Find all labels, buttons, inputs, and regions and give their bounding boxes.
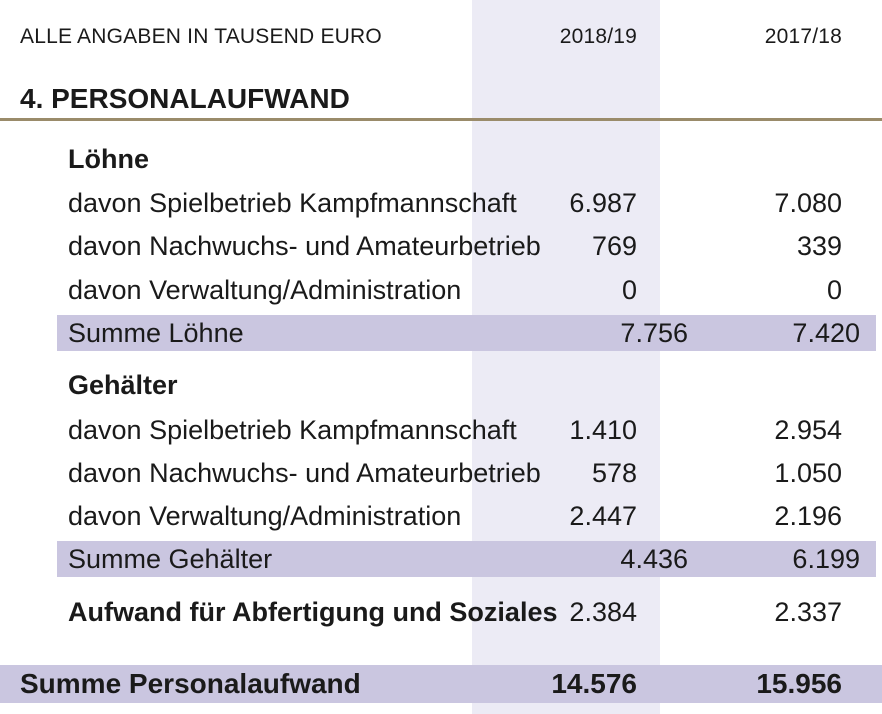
sum-row-gehaelter: Summe Gehälter 4.436 6.199	[57, 541, 876, 577]
sum-value-2018-19: 7.756	[620, 317, 688, 348]
row-label: davon Spielbetrieb Kampfmannschaft	[68, 414, 517, 445]
value-2018-19: 2.384	[569, 596, 637, 627]
table-row: davon Spielbetrieb Kampfmannschaft 1.410…	[0, 410, 882, 450]
value-2017-18: 2.337	[774, 596, 842, 627]
row-label: davon Verwaltung/Administration	[68, 500, 462, 531]
value-2018-19: 0	[621, 274, 637, 305]
row-label: davon Nachwuchs- und Amateurbetrieb	[68, 230, 541, 261]
group-heading: Löhne	[68, 143, 149, 174]
value-2018-19: 2.447	[569, 500, 637, 531]
aufwand-label: Aufwand für Abfertigung und Soziales	[68, 596, 558, 627]
section-title-row: 4. PERSONALAUFWAND	[0, 80, 882, 118]
value-2017-18: 339	[796, 230, 842, 261]
group-heading-loehne: Löhne	[0, 140, 882, 178]
value-2018-19: 6.987	[569, 187, 637, 218]
row-label: davon Verwaltung/Administration	[68, 274, 462, 305]
title-rule	[0, 118, 882, 121]
value-2017-18: 1.050	[774, 457, 842, 488]
section-title: 4. PERSONALAUFWAND	[20, 83, 350, 114]
column-header-2018-19: 2018/19	[559, 25, 637, 48]
row-label: davon Spielbetrieb Kampfmannschaft	[68, 187, 517, 218]
value-2017-18: 7.080	[774, 187, 842, 218]
unit-label: ALLE ANGABEN IN TAUSEND EURO	[20, 25, 382, 48]
table-row: davon Nachwuchs- und Amateurbetrieb 769 …	[0, 226, 882, 266]
total-row: Summe Personalaufwand 14.576 15.956	[0, 665, 882, 703]
table-row: davon Verwaltung/Administration 0 0	[0, 270, 882, 310]
value-2018-19: 769	[591, 230, 637, 261]
value-2018-19: 578	[591, 457, 637, 488]
value-2017-18: 2.196	[774, 500, 842, 531]
value-2017-18: 0	[826, 274, 842, 305]
table-row: davon Verwaltung/Administration 2.447 2.…	[0, 496, 882, 536]
total-value-2017-18: 15.956	[756, 668, 842, 699]
table-header: ALLE ANGABEN IN TAUSEND EURO 2018/19 201…	[0, 22, 882, 52]
group-heading-gehaelter: Gehälter	[0, 366, 882, 404]
value-2018-19: 1.410	[569, 414, 637, 445]
value-2017-18: 2.954	[774, 414, 842, 445]
total-value-2018-19: 14.576	[551, 668, 637, 699]
row-label: davon Nachwuchs- und Amateurbetrieb	[68, 457, 541, 488]
sum-value-2018-19: 4.436	[620, 543, 688, 574]
sum-value-2017-18: 6.199	[792, 543, 860, 574]
sum-label: Summe Löhne	[68, 317, 244, 348]
table-row: davon Nachwuchs- und Amateurbetrieb 578 …	[0, 453, 882, 493]
group-heading: Gehälter	[68, 369, 178, 400]
table-row: davon Spielbetrieb Kampfmannschaft 6.987…	[0, 183, 882, 223]
sum-label: Summe Gehälter	[68, 543, 273, 574]
column-header-2017-18: 2017/18	[764, 25, 842, 48]
aufwand-row: Aufwand für Abfertigung und Soziales 2.3…	[0, 592, 882, 632]
total-label: Summe Personalaufwand	[20, 668, 361, 699]
sum-value-2017-18: 7.420	[792, 317, 860, 348]
sum-row-loehne: Summe Löhne 7.756 7.420	[57, 315, 876, 351]
